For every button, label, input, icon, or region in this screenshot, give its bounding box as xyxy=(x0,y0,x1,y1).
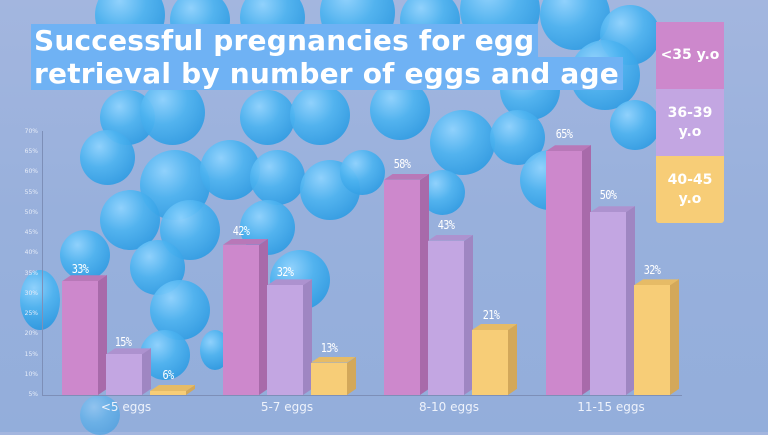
y-tick: 25% xyxy=(24,310,38,317)
bar-front xyxy=(62,281,98,395)
balloon-icon xyxy=(80,395,120,435)
bar-top xyxy=(384,173,429,180)
title-line-1: Successful pregnancies for egg xyxy=(31,24,539,57)
bar xyxy=(223,238,268,395)
bar xyxy=(150,384,195,395)
bar-value-label: 58% xyxy=(393,157,411,171)
balloon-icon xyxy=(610,100,660,150)
y-tick: 60% xyxy=(24,168,38,175)
bar xyxy=(472,323,517,395)
bar-value-label: 33% xyxy=(71,262,89,276)
bar-front xyxy=(546,151,582,395)
y-tick: 55% xyxy=(24,189,38,196)
bar-side xyxy=(347,356,356,395)
x-category-label: 8-10 eggs xyxy=(419,400,479,414)
bar-front xyxy=(472,330,508,395)
bar-top xyxy=(634,279,679,286)
bar xyxy=(428,234,473,395)
chart-title: Successful pregnancies for egg retrieval… xyxy=(31,24,623,90)
bar-value-label: 32% xyxy=(276,265,294,279)
bar-value-label: 43% xyxy=(437,218,455,232)
y-tick: 10% xyxy=(24,371,38,378)
y-tick: 30% xyxy=(24,290,38,297)
bar-top xyxy=(267,279,312,286)
bar-value-label: 42% xyxy=(232,224,250,238)
bar-top xyxy=(223,238,268,245)
bar xyxy=(311,356,356,395)
balloon-icon xyxy=(340,150,385,195)
balloon-icon xyxy=(290,85,350,145)
bar-front xyxy=(311,362,347,395)
bar-front xyxy=(590,212,626,395)
bar-front xyxy=(267,285,303,395)
balloon-icon xyxy=(80,130,135,185)
balloon-icon xyxy=(240,90,295,145)
balloon-icon xyxy=(140,80,205,145)
bar-value-label: 15% xyxy=(114,335,132,349)
bar-side xyxy=(508,323,517,395)
bar xyxy=(62,275,107,395)
bar xyxy=(634,279,679,395)
y-tick: 5% xyxy=(28,391,38,398)
legend-label: 40-45 xyxy=(667,171,713,188)
bar-value-label: 6% xyxy=(162,368,175,382)
bar-value-label: 32% xyxy=(643,263,661,277)
y-tick: 35% xyxy=(24,270,38,277)
bar-top xyxy=(590,206,635,213)
bar-side xyxy=(670,279,679,395)
y-tick: 50% xyxy=(24,209,38,216)
bar-top xyxy=(546,145,591,152)
legend-item-under-35: <35 y.o xyxy=(656,22,724,89)
y-axis-line xyxy=(42,131,43,395)
bar-front xyxy=(634,285,670,395)
bar-value-label: 21% xyxy=(482,308,500,322)
x-category-label: <5 eggs xyxy=(100,400,152,414)
bar-front xyxy=(223,244,259,395)
y-tick: 15% xyxy=(24,351,38,358)
legend-item-40-45: 40-45 y.o xyxy=(656,156,724,223)
bar-top xyxy=(62,275,107,282)
bar-value-label: 13% xyxy=(320,341,338,355)
bar xyxy=(106,348,151,395)
balloon-icon xyxy=(60,230,110,280)
bar-front xyxy=(428,240,464,395)
y-tick: 45% xyxy=(24,229,38,236)
bar-top xyxy=(472,324,517,330)
balloon-icon xyxy=(250,150,305,205)
x-category-label: 5-7 eggs xyxy=(260,400,314,414)
bar xyxy=(267,279,312,395)
legend-label: 36-39 xyxy=(667,104,713,121)
y-tick: 40% xyxy=(24,249,38,256)
bar-value-label: 65% xyxy=(555,127,573,141)
balloon-icon xyxy=(20,270,60,330)
bar xyxy=(590,206,635,395)
bar-value-label: 50% xyxy=(599,188,617,202)
bar-front xyxy=(106,354,142,395)
y-tick: 70% xyxy=(24,128,38,135)
bar xyxy=(546,145,591,395)
balloon-icon xyxy=(430,110,495,175)
legend-item-36-39: 36-39 y.o xyxy=(656,89,724,156)
legend-label-2: y.o xyxy=(678,190,702,207)
bar-top xyxy=(150,384,195,391)
bar-top xyxy=(106,348,151,355)
legend: <35 y.o 36-39 y.o 40-45 y.o xyxy=(656,22,726,223)
legend-label: <35 y.o xyxy=(660,47,720,63)
bar-front xyxy=(150,390,186,395)
title-line-2: retrieval by number of eggs and age xyxy=(31,57,623,90)
x-axis-line xyxy=(42,395,682,396)
balloon-icon xyxy=(370,80,430,140)
bar-top xyxy=(311,356,356,363)
x-category-label: 11-15 eggs xyxy=(577,400,645,414)
bar xyxy=(384,173,429,395)
legend-label-2: y.o xyxy=(678,123,702,140)
y-tick: 65% xyxy=(24,148,38,155)
bar-top xyxy=(428,234,473,241)
y-tick: 20% xyxy=(24,330,38,337)
bar-front xyxy=(384,179,420,395)
